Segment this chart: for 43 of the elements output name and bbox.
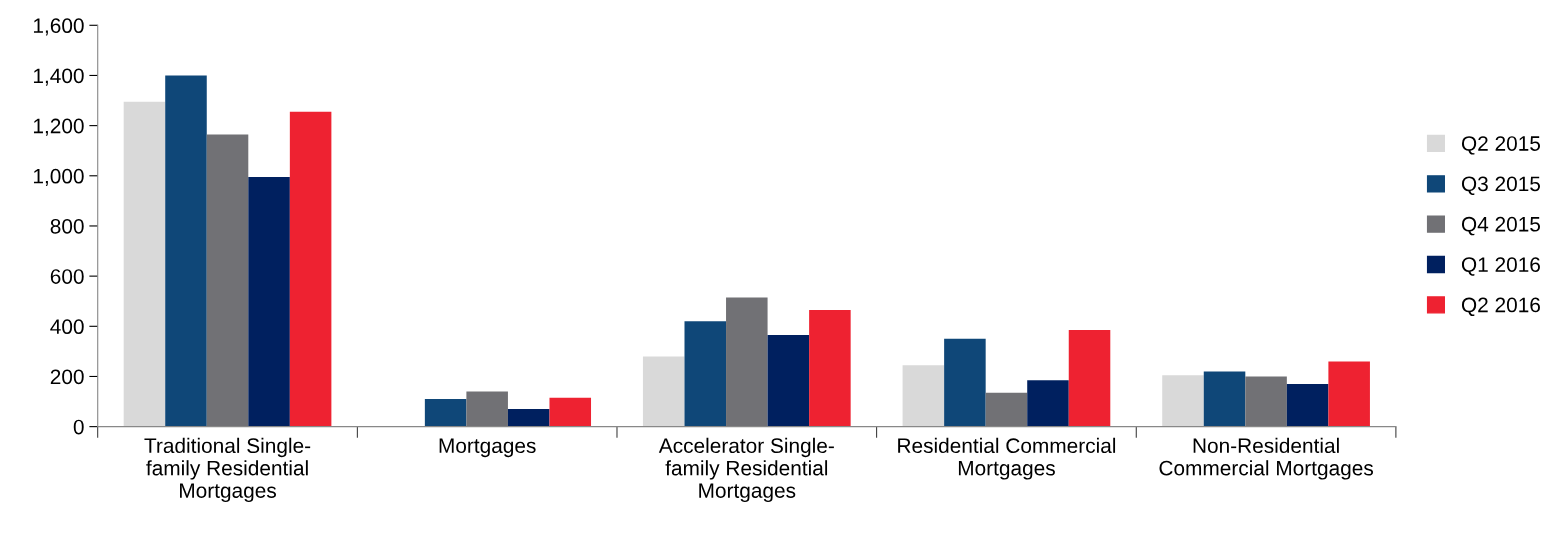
- x-tick-label: Non-Residential Commercial Mortgages: [1159, 437, 1374, 480]
- bar: [248, 177, 290, 427]
- y-tick-label: 1,600: [33, 18, 84, 36]
- y-tick-label: 1,200: [33, 118, 84, 136]
- bar: [1245, 376, 1287, 427]
- bar: [1068, 330, 1111, 427]
- x-tick-label: Traditional Single- family Residential Mortgages: [144, 437, 311, 503]
- bar: [206, 134, 249, 427]
- bar: [985, 392, 1028, 427]
- x-tick-label: Residential Commercial Mortgages: [898, 437, 1116, 480]
- bar: [1328, 361, 1370, 427]
- y-tick-label: 200: [50, 369, 84, 385]
- x-tick-label: Accelerator Single- family Residential Mortgages: [658, 437, 834, 503]
- bar: [1286, 383, 1329, 427]
- y-tick-label: 600: [50, 269, 84, 284]
- bar: [289, 111, 332, 427]
- bar: [642, 356, 685, 427]
- bar: [767, 335, 810, 427]
- legend-label: Q3 2015: [1461, 176, 1541, 195]
- y-tick-label: 1,000: [33, 168, 84, 187]
- bar: [165, 75, 207, 427]
- bar: [684, 321, 727, 427]
- bar: [123, 101, 166, 427]
- y-tick-label: 400: [50, 319, 84, 335]
- y-tick-label: 1,400: [33, 68, 84, 86]
- y-tick-label: 0: [73, 419, 84, 435]
- bar: [809, 309, 851, 427]
- bar: [1162, 375, 1204, 427]
- y-tick-label: 800: [50, 218, 84, 234]
- bar: [466, 391, 508, 427]
- bar: [726, 297, 768, 427]
- bar: [902, 365, 945, 427]
- legend-label: Q4 2015: [1461, 216, 1541, 236]
- x-tick-label: Mortgages: [439, 438, 536, 458]
- legend-label: Q2 2015: [1461, 136, 1541, 155]
- bar: [1027, 380, 1069, 427]
- legend-label: Q2 2016: [1461, 297, 1540, 317]
- bar: [507, 409, 550, 427]
- legend-label: Q1 2016: [1461, 257, 1540, 276]
- bar: [1203, 371, 1246, 427]
- bar: [424, 399, 467, 427]
- bar: [944, 338, 986, 427]
- bar: [549, 397, 592, 427]
